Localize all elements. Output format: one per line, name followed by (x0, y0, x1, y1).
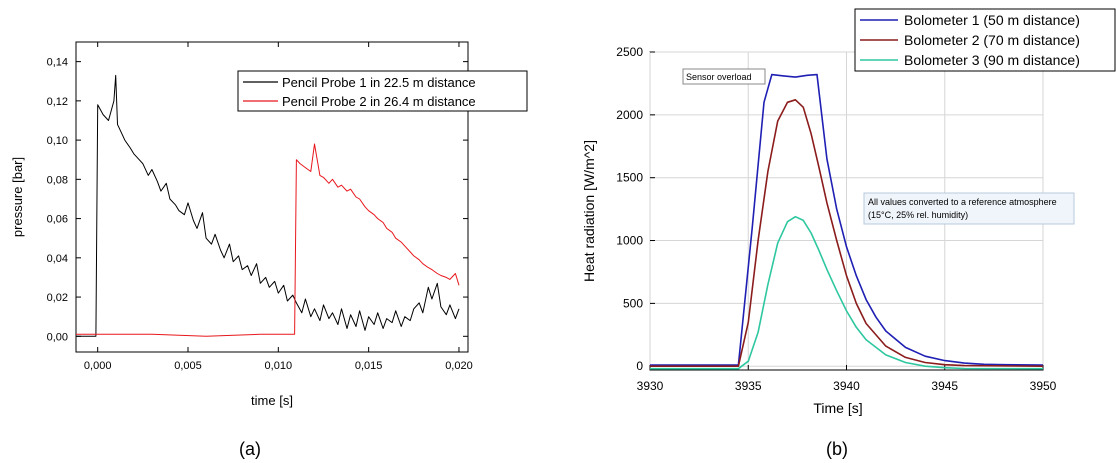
x-axis-label-b: Time [s] (813, 400, 862, 416)
y-tick-label: 0 (636, 359, 643, 373)
y-tick-label: 2000 (616, 108, 643, 122)
legend-b: Bolometer 1 (50 m distance) Bolometer 2 … (854, 8, 1116, 72)
series-line-1 (76, 74, 460, 337)
x-tick-label: 0,010 (265, 360, 293, 372)
y-tick-label: 2500 (616, 45, 643, 59)
y-tick-label: 0,10 (47, 135, 68, 147)
x-tick-label: 0,020 (445, 360, 473, 372)
y-axis-label-a: pressure [bar] (10, 157, 25, 237)
y-tick-label: 0,08 (47, 174, 68, 186)
reference-atmosphere-line-2: (15°C, 25% rel. humidity) (868, 210, 968, 220)
sensor-overload-box (682, 68, 766, 85)
y-tick-label: 0,14 (47, 57, 68, 69)
sensor-overload-annotation: Sensor overload (682, 68, 766, 85)
x-axis-label-a: time [s] (251, 393, 293, 408)
x-tick-label: 0,000 (84, 360, 112, 372)
panel-label-b: (b) (826, 439, 848, 459)
plot-area-a (75, 41, 469, 353)
series-line-2 (76, 143, 460, 337)
x-tick-label: 3940 (833, 379, 860, 393)
x-tick-label: 0,015 (355, 360, 383, 372)
panel-label-a: (a) (239, 439, 261, 459)
legend-a: Pencil Probe 1 in 22.5 m distance Pencil… (237, 70, 528, 112)
x-tick-label: 3935 (735, 379, 762, 393)
x-tick-label: 0,005 (174, 360, 202, 372)
series-line-2 (650, 99, 1044, 368)
series-line-3 (650, 215, 1044, 370)
y-tick-label: 0,06 (47, 214, 68, 226)
y-axis-label-b: Heat radiation [W/m^2] (581, 140, 597, 282)
series-group-a (76, 74, 460, 337)
ticks-a: 0,000 0,005 0,010 0,015 0,020 0,00 0,02 0,04 0,0… (47, 42, 473, 372)
y-tick-label: 0,02 (47, 292, 68, 304)
y-tick-label: 1000 (616, 234, 643, 248)
chart-a: 0,000 0,005 0,010 0,015 0,020 0,00 0,02 0,04 0,0… (10, 41, 528, 459)
y-tick-label: 1500 (616, 171, 643, 185)
reference-atmosphere-annotation: All values converted to a reference atmo… (863, 192, 1075, 225)
reference-atmosphere-line-1: All values converted to a reference atmo… (868, 197, 1057, 207)
series-line-1 (650, 73, 1044, 366)
y-tick-label: 500 (623, 296, 643, 310)
sensor-overload-text: Sensor overload (686, 72, 752, 82)
legend-box-b (854, 8, 1116, 72)
x-tick-label: 3930 (637, 379, 664, 393)
y-tick-label: 0,12 (47, 96, 68, 108)
legend-label-b-3: Bolometer 3 (90 m distance) (904, 52, 1080, 68)
legend-label-b-2: Bolometer 2 (70 m distance) (904, 32, 1080, 48)
legend-label-a-2: Pencil Probe 2 in 26.4 m distance (282, 94, 476, 109)
legend-label-b-1: Bolometer 1 (50 m distance) (904, 12, 1080, 28)
x-tick-label: 3950 (1030, 379, 1057, 393)
legend-box-a (237, 70, 528, 112)
y-tick-label: 0,00 (47, 331, 68, 343)
y-tick-label: 0,04 (47, 253, 68, 265)
ticks-b: 3930 3935 3940 3945 3950 0 500 1000 1500 2000 2500 (616, 45, 1056, 393)
x-tick-label: 3945 (931, 379, 958, 393)
chart-b: 3930 3935 3940 3945 3950 0 500 1000 1500 2000 2500… (581, 8, 1116, 459)
series-group-b (650, 73, 1044, 370)
legend-label-a-1: Pencil Probe 1 in 22.5 m distance (282, 75, 476, 90)
reference-atmosphere-box (863, 192, 1075, 225)
